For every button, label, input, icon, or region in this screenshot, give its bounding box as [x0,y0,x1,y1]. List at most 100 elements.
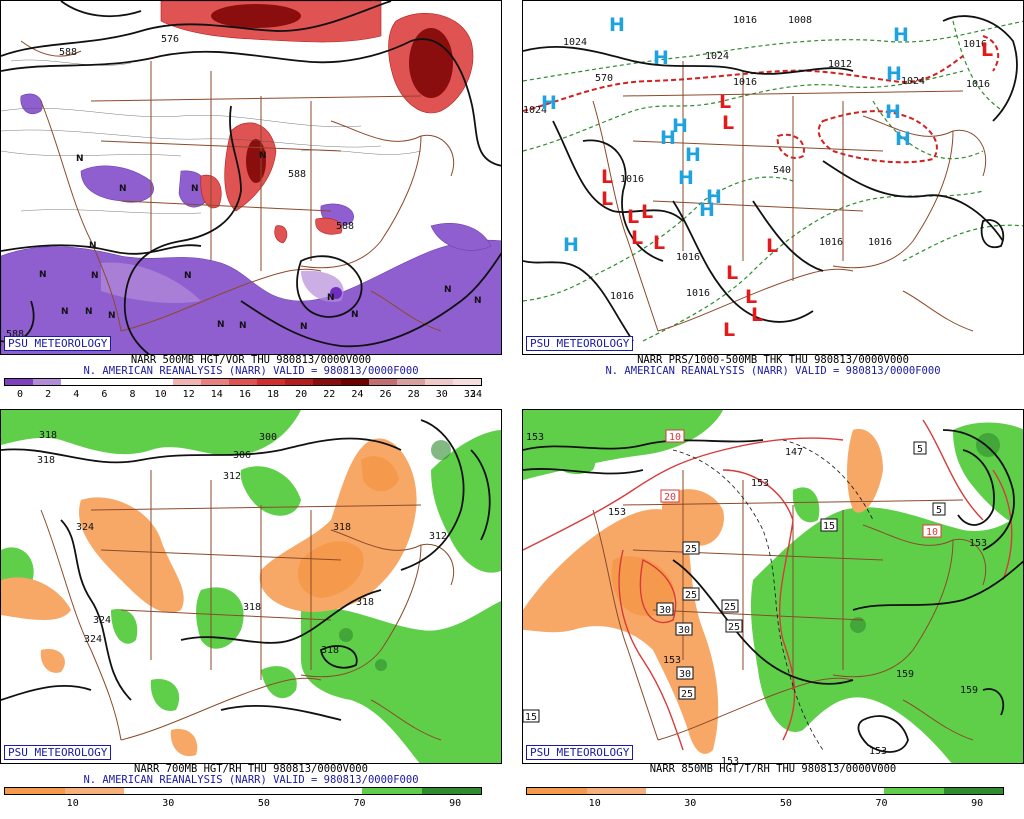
colorbar-tick-label: 10 [588,798,601,809]
contour-label: 153 [663,655,681,666]
isobar-label: 1008 [788,15,812,26]
map-area: 318 300 306 312 324 318 318 318 318 324 … [0,409,502,764]
low-center: L [631,227,643,249]
colorbar-tick-label: 16 [238,389,251,400]
colorbar-swatch [33,379,61,385]
colorbar [526,787,1004,795]
low-center: L [641,201,653,223]
svg-text:10: 10 [926,527,938,538]
contour-label: 576 [161,34,179,45]
colorbar-tick-label: 26 [379,389,392,400]
contour-label: 306 [233,450,251,461]
isotherm-label: 30 [656,602,674,616]
vort-min-label: N [191,184,199,194]
isobar-label: 1016 [966,79,990,90]
colorbar-swatch [705,788,765,794]
high-center: H [685,144,701,166]
colorbar-tick-label: 24 [351,389,364,400]
isobar-label: 1024 [901,76,925,87]
colorbar-tick-label: 90 [971,798,984,809]
contour-label: 153 [869,746,887,757]
high-center: H [706,186,722,208]
chart-caption: NARR 850MB HGT/T/RH THU 980813/0000V000 [649,763,897,775]
colorbar-tick-label: 34 [469,389,483,400]
colorbar-tick-label: 90 [449,798,462,809]
colorbar-swatch [64,788,124,794]
contour-label: 324 [84,634,102,645]
colorbar-swatch [421,788,481,794]
moist-rh-shading [1,410,501,763]
thickness-contours-red [523,35,1000,164]
chart-caption: NARR 500MB HGT/VOR THU 980813/0000V000 [130,354,372,366]
isotherm-label: 15 [523,709,540,723]
low-center: L [722,112,734,134]
panel-sfc-pressure-thickness: 1024 1016 1008 1016 1012 1016 1024 1016 … [522,0,1024,410]
colorbar-swatch [117,379,145,385]
thickness-contours-green [523,20,1023,342]
colorbar-swatch [362,788,422,794]
isobar-label: 1016 [868,237,892,248]
high-center: H [699,199,715,221]
colorbar-tick-label: 30 [684,798,697,809]
high-center: H [609,14,625,36]
vort-min-label: N [351,310,359,320]
contour-label: 153 [526,432,544,443]
vort-min-label: N [119,184,127,194]
panel-500mb-vorticity: 588 576 588 588 588 N N N N N N N N N N … [0,0,502,410]
colorbar-tick-label: 18 [267,389,280,400]
colorbar-tick-label: 6 [101,389,108,400]
isobar-label: 1016 [676,252,700,263]
chart-caption: NARR 700MB HGT/RH THU 980813/0000V000 [134,763,368,775]
isobar-label: 1024 [705,51,729,62]
vort-min-label: N [474,296,482,306]
colorbar [4,787,482,795]
source-tag: PSU METEOROLOGY [4,745,112,760]
colorbar-swatch [145,379,173,385]
isotherm-label: 5 [932,502,946,516]
moist-rh-shading [523,410,1023,763]
colorbar-swatch [201,379,229,385]
low-center: L [766,235,778,257]
colorbar-swatch [285,379,313,385]
colorbar-swatch [527,788,587,794]
colorbar-swatch [124,788,184,794]
colorbar-tick-label: 32 [463,389,476,400]
isobar-label: 1016 [819,237,843,248]
colorbar-tick-label: 70 [875,798,888,809]
contour-label: 588 [288,169,306,180]
colorbar-tick-label: 30 [435,389,448,400]
colorbar-ticks: 0 2 4 6 8 10 12 14 16 18 20 22 24 26 28 30 32 34 [4,389,482,401]
isotherm-label: 25 [725,619,743,633]
colorbar-tick-label: 28 [407,389,420,400]
isobar-label: 1024 [563,37,587,48]
high-center: H [653,47,669,69]
chart-valid-caption: N. AMERICAN REANALYSIS (NARR) VALID = 98… [83,774,419,786]
high-center: H [886,63,902,85]
colorbar-swatch [313,379,341,385]
vort-min-label: N [327,293,335,303]
high-center: H [672,115,688,137]
low-pressure-centers: L L L L L L L L L L L L L L [601,39,993,341]
isotherm-labels: 10 20 15 25 30 25 30 30 25 25 25 30 25 1… [523,429,946,723]
colorbar-swatch [646,788,706,794]
colorbar-swatch [183,788,243,794]
vort-min-label: N [239,321,247,331]
colorbar-ticks: 10 30 50 70 90 [526,798,1004,810]
colorbar-tick-label: 8 [129,389,136,400]
isotherm-label: 25 [682,587,700,601]
thickness-label: 540 [773,165,791,176]
svg-text:10: 10 [669,432,681,443]
isotherm-label: 30 [676,666,694,680]
contour-label: 318 [321,645,339,656]
isobars [523,15,1018,342]
contour-label: 153 [969,538,987,549]
colorbar-tick-label: 0 [16,389,24,400]
contour-label: 147 [785,447,803,458]
source-tag: PSU METEOROLOGY [4,336,112,351]
colorbar-swatch [397,379,425,385]
vort-min-label: N [85,307,93,317]
chart-valid-caption: N. AMERICAN REANALYSIS (NARR) VALID = 98… [83,365,419,377]
isotherm-label: 30 [675,622,693,636]
contour-label: 153 [721,756,739,764]
high-center: H [678,167,694,189]
